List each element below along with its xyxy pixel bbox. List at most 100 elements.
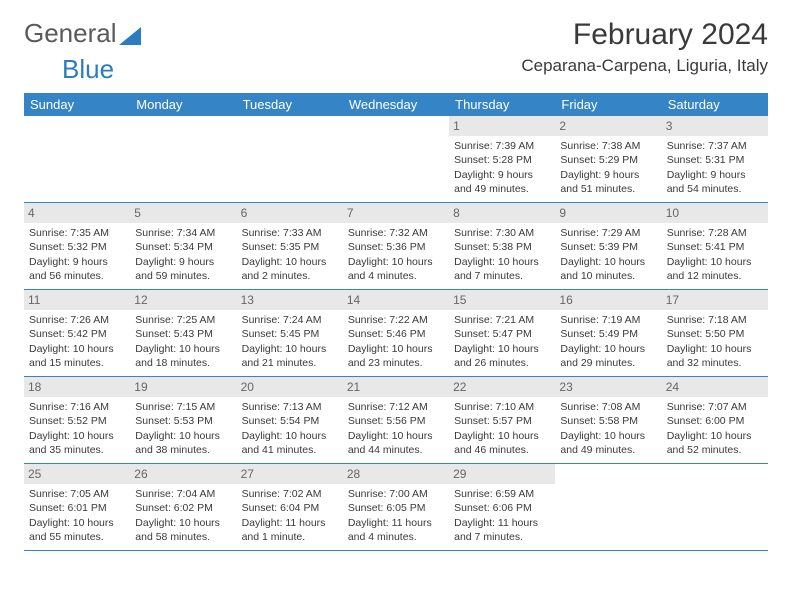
sunset: Sunset: 5:57 PM — [454, 414, 550, 428]
day-text: Sunrise: 7:33 AMSunset: 5:35 PMDaylight:… — [241, 226, 339, 283]
day-cell: 15 Sunrise: 7:21 AMSunset: 5:47 PMDayligh… — [449, 290, 555, 376]
day-number: 7 — [343, 203, 449, 223]
day-number: 6 — [237, 203, 343, 223]
daylight: Daylight: 9 hours and 49 minutes. — [454, 168, 550, 196]
day-text: Sunrise: 7:35 AMSunset: 5:32 PMDaylight:… — [28, 226, 126, 283]
day-number: 2 — [555, 116, 661, 136]
day-text: Sunrise: 7:34 AMSunset: 5:34 PMDaylight:… — [134, 226, 232, 283]
sunrise: Sunrise: 7:18 AM — [667, 313, 763, 327]
daylight: Daylight: 11 hours and 7 minutes. — [454, 516, 550, 544]
day-number: 27 — [237, 464, 343, 484]
day-text: Sunrise: 7:32 AMSunset: 5:36 PMDaylight:… — [347, 226, 445, 283]
daylight: Daylight: 10 hours and 23 minutes. — [348, 342, 444, 370]
sunrise: Sunrise: 7:24 AM — [242, 313, 338, 327]
sunset: Sunset: 5:47 PM — [454, 327, 550, 341]
day-text: Sunrise: 7:15 AMSunset: 5:53 PMDaylight:… — [134, 400, 232, 457]
sunrise: Sunrise: 7:38 AM — [560, 139, 656, 153]
daylight: Daylight: 10 hours and 29 minutes. — [560, 342, 656, 370]
day-text: Sunrise: 7:16 AMSunset: 5:52 PMDaylight:… — [28, 400, 126, 457]
day-cell: 24Sunrise: 7:07 AMSunset: 6:00 PMDayligh… — [662, 377, 768, 463]
dow-friday: Friday — [555, 93, 661, 116]
sunset: Sunset: 5:31 PM — [667, 153, 763, 167]
day-cell — [343, 116, 449, 202]
day-cell: 17 Sunrise: 7:18 AMSunset: 5:50 PMDayligh… — [662, 290, 768, 376]
week-row: 25Sunrise: 7:05 AMSunset: 6:01 PMDayligh… — [24, 464, 768, 551]
day-text: Sunrise: 7:04 AMSunset: 6:02 PMDaylight:… — [134, 487, 232, 544]
sunset: Sunset: 6:06 PM — [454, 501, 550, 515]
day-text: Sunrise: 7:26 AMSunset: 5:42 PMDaylight:… — [28, 313, 126, 370]
sunrise: Sunrise: 7:37 AM — [667, 139, 763, 153]
daylight: Daylight: 10 hours and 18 minutes. — [135, 342, 231, 370]
day-cell: 4 Sunrise: 7:35 AMSunset: 5:32 PMDaylight… — [24, 203, 130, 289]
day-cell — [555, 464, 661, 550]
day-number: 26 — [130, 464, 236, 484]
sunrise: Sunrise: 7:33 AM — [242, 226, 338, 240]
day-cell: 18 Sunrise: 7:16 AMSunset: 5:52 PMDayligh… — [24, 377, 130, 463]
day-number: 29 — [449, 464, 555, 484]
day-text: Sunrise: 7:19 AMSunset: 5:49 PMDaylight:… — [559, 313, 657, 370]
sunrise: Sunrise: 7:30 AM — [454, 226, 550, 240]
daylight: Daylight: 9 hours and 56 minutes. — [29, 255, 125, 283]
daylight: Daylight: 10 hours and 10 minutes. — [560, 255, 656, 283]
sunrise: Sunrise: 7:25 AM — [135, 313, 231, 327]
sunrise: Sunrise: 7:02 AM — [242, 487, 338, 501]
day-cell — [24, 116, 130, 202]
day-number: 18 — [24, 377, 130, 397]
daylight: Daylight: 11 hours and 1 minute. — [242, 516, 338, 544]
day-text: Sunrise: 7:30 AMSunset: 5:38 PMDaylight:… — [453, 226, 551, 283]
sunset: Sunset: 5:45 PM — [242, 327, 338, 341]
day-cell: 13Sunrise: 7:24 AMSunset: 5:45 PMDayligh… — [237, 290, 343, 376]
day-cell: 12 Sunrise: 7:25 AMSunset: 5:43 PMDayligh… — [130, 290, 236, 376]
daylight: Daylight: 10 hours and 32 minutes. — [667, 342, 763, 370]
daylight: Daylight: 9 hours and 59 minutes. — [135, 255, 231, 283]
day-text: Sunrise: 7:37 AMSunset: 5:31 PMDaylight:… — [666, 139, 764, 196]
day-text: Sunrise: 7:08 AMSunset: 5:58 PMDaylight:… — [559, 400, 657, 457]
sunset: Sunset: 5:50 PM — [667, 327, 763, 341]
day-number: 3 — [662, 116, 768, 136]
day-number: 15 — [449, 290, 555, 310]
dow-saturday: Saturday — [662, 93, 768, 116]
day-cell: 16 Sunrise: 7:19 AMSunset: 5:49 PMDayligh… — [555, 290, 661, 376]
sunset: Sunset: 5:58 PM — [560, 414, 656, 428]
day-cell: 29 Sunrise: 6:59 AMSunset: 6:06 PMDayligh… — [449, 464, 555, 550]
day-number: 16 — [555, 290, 661, 310]
sunrise: Sunrise: 7:35 AM — [29, 226, 125, 240]
day-number: 17 — [662, 290, 768, 310]
day-cell: 25Sunrise: 7:05 AMSunset: 6:01 PMDayligh… — [24, 464, 130, 550]
sunrise: Sunrise: 7:00 AM — [348, 487, 444, 501]
sunset: Sunset: 5:54 PM — [242, 414, 338, 428]
day-number: 12 — [130, 290, 236, 310]
day-number: 28 — [343, 464, 449, 484]
daylight: Daylight: 10 hours and 35 minutes. — [29, 429, 125, 457]
day-number: 22 — [449, 377, 555, 397]
logo-triangle-icon — [119, 27, 141, 45]
day-cell: 14Sunrise: 7:22 AMSunset: 5:46 PMDayligh… — [343, 290, 449, 376]
day-number: 4 — [24, 203, 130, 223]
sunset: Sunset: 5:42 PM — [29, 327, 125, 341]
daylight: Daylight: 10 hours and 4 minutes. — [348, 255, 444, 283]
day-number: 20 — [237, 377, 343, 397]
dow-sunday: Sunday — [24, 93, 130, 116]
sunset: Sunset: 6:02 PM — [135, 501, 231, 515]
dow-row: Sunday Monday Tuesday Wednesday Thursday… — [24, 93, 768, 116]
daylight: Daylight: 10 hours and 46 minutes. — [454, 429, 550, 457]
day-number: 25 — [24, 464, 130, 484]
day-number: 9 — [555, 203, 661, 223]
sunrise: Sunrise: 7:32 AM — [348, 226, 444, 240]
day-number: 5 — [130, 203, 236, 223]
sunrise: Sunrise: 7:19 AM — [560, 313, 656, 327]
week-row: 18 Sunrise: 7:16 AMSunset: 5:52 PMDayligh… — [24, 377, 768, 464]
day-text: Sunrise: 7:10 AMSunset: 5:57 PMDaylight:… — [453, 400, 551, 457]
day-number: 10 — [662, 203, 768, 223]
daylight: Daylight: 10 hours and 26 minutes. — [454, 342, 550, 370]
dow-thursday: Thursday — [449, 93, 555, 116]
day-cell: 7 Sunrise: 7:32 AMSunset: 5:36 PMDaylight… — [343, 203, 449, 289]
sunrise: Sunrise: 7:28 AM — [667, 226, 763, 240]
daylight: Daylight: 10 hours and 49 minutes. — [560, 429, 656, 457]
sunrise: Sunrise: 6:59 AM — [454, 487, 550, 501]
sunrise: Sunrise: 7:21 AM — [454, 313, 550, 327]
day-text: Sunrise: 7:12 AMSunset: 5:56 PMDaylight:… — [347, 400, 445, 457]
day-number: 21 — [343, 377, 449, 397]
sunset: Sunset: 5:43 PM — [135, 327, 231, 341]
weeks-container: 1Sunrise: 7:39 AMSunset: 5:28 PMDaylight… — [24, 116, 768, 551]
